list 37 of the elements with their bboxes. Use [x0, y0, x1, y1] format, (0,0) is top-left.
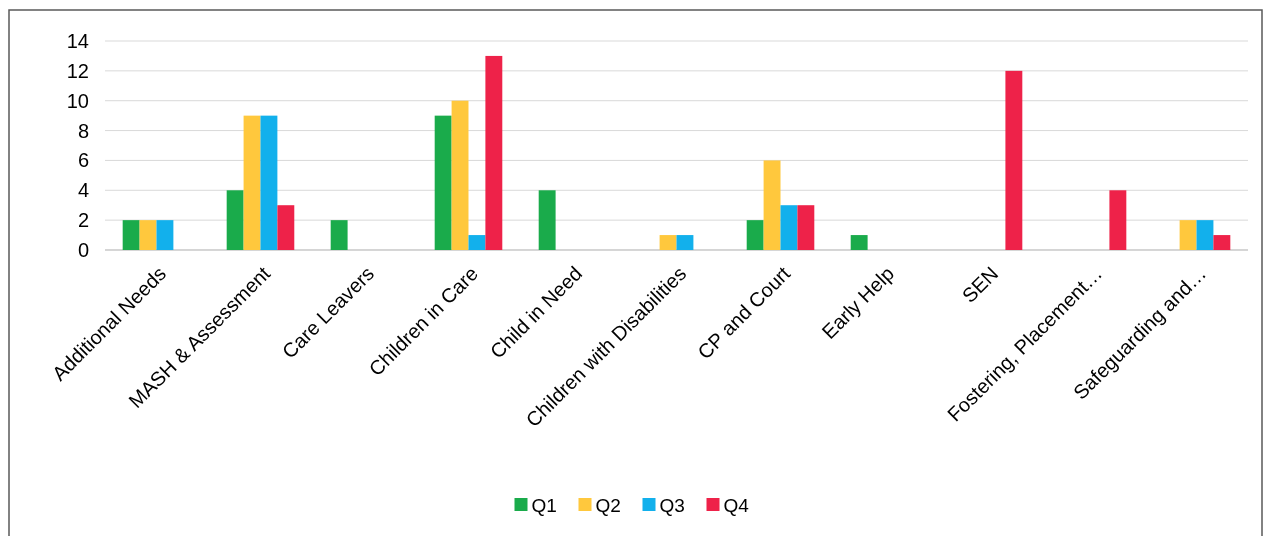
bar: [156, 220, 174, 250]
legend-label: Q2: [595, 494, 621, 516]
bar: [1179, 220, 1197, 250]
bar: [468, 235, 486, 250]
y-tick-label: 6: [77, 149, 89, 172]
bar: [1196, 220, 1214, 250]
bar: [243, 115, 261, 250]
bar: [1213, 235, 1231, 250]
bar: [659, 235, 677, 250]
bar: [676, 235, 694, 250]
y-tick-label: 2: [77, 209, 89, 232]
bar: [330, 220, 348, 250]
bar: [434, 115, 452, 250]
bar: [538, 190, 556, 250]
legend-label: Q1: [531, 494, 557, 516]
bar: [277, 205, 295, 250]
bar: [746, 220, 764, 250]
y-tick-label: 14: [66, 30, 89, 52]
bar: [485, 55, 503, 250]
bar: [122, 220, 140, 250]
legend-label: Q3: [659, 494, 685, 516]
y-tick-label: 10: [66, 89, 89, 112]
y-tick-label: 0: [77, 239, 89, 261]
legend-label: Q4: [723, 494, 750, 516]
bar: [139, 220, 157, 250]
bar: [780, 205, 798, 250]
bar: [1109, 190, 1127, 250]
y-tick-label: 8: [77, 119, 89, 142]
y-tick-label: 4: [77, 179, 89, 202]
bar: [260, 115, 278, 250]
bar: [451, 100, 469, 250]
bar: [797, 205, 815, 250]
y-tick-label: 12: [66, 59, 89, 82]
bar: [226, 190, 244, 250]
bar: [1005, 70, 1023, 250]
bar: [763, 160, 781, 250]
bar: [850, 235, 868, 250]
